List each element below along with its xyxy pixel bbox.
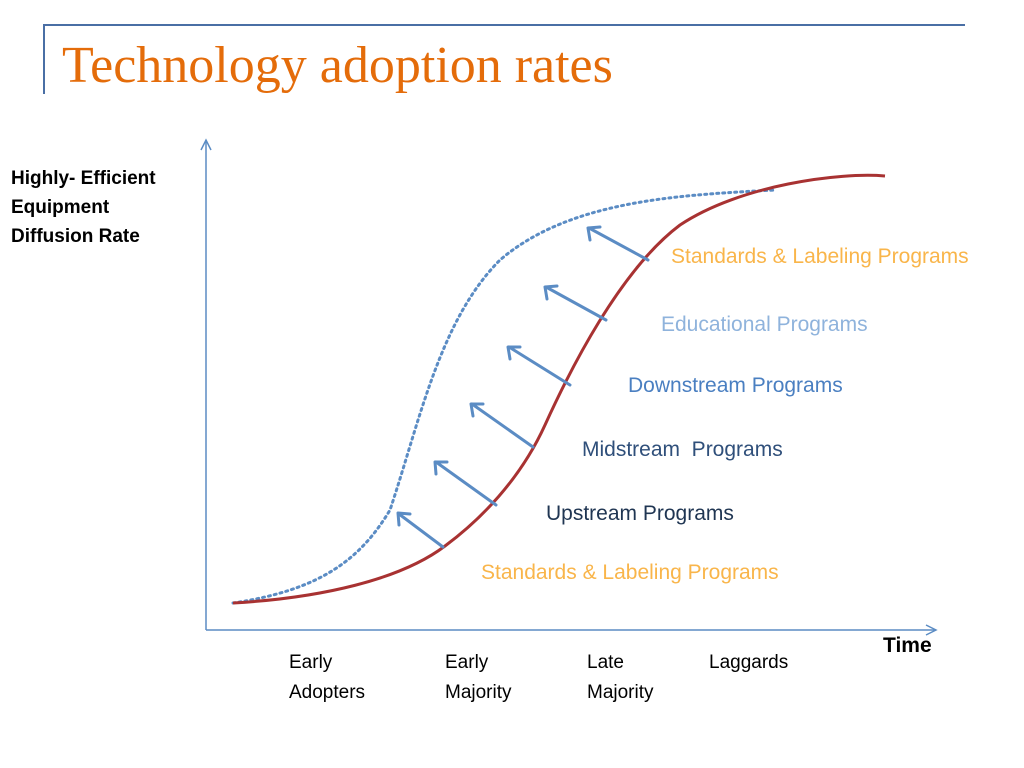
program-arrowhead bbox=[433, 460, 449, 476]
slide-title: Technology adoption rates bbox=[62, 37, 613, 94]
program-label-educational: Educational Programs bbox=[661, 313, 868, 336]
x-axis-label: Time bbox=[883, 634, 932, 657]
program-arrowhead bbox=[586, 225, 602, 242]
program-arrow bbox=[470, 402, 535, 449]
y-axis-label-line: Diffusion Rate bbox=[11, 226, 140, 247]
category-label: Laggards bbox=[709, 652, 788, 673]
x-axis-arrowhead bbox=[925, 624, 938, 636]
program-arrow bbox=[507, 345, 572, 387]
category-label: Early bbox=[445, 652, 489, 673]
program-arrowhead bbox=[469, 402, 485, 418]
program-label-upstream: Upstream Programs bbox=[546, 502, 734, 525]
accelerated-adoption-curve bbox=[231, 188, 777, 605]
y-axis-label-line: Highly- Efficient bbox=[11, 168, 156, 189]
program-label-downstream: Downstream Programs bbox=[628, 374, 843, 397]
title-frame-bar bbox=[43, 24, 45, 94]
baseline-adoption-curve bbox=[232, 173, 886, 605]
program-arrows bbox=[396, 225, 650, 549]
program-label-standards-labeling-bottom: Standards & Labeling Programs bbox=[481, 561, 779, 584]
category-label: Majority bbox=[587, 682, 654, 703]
program-arrow bbox=[397, 512, 445, 549]
program-arrowhead bbox=[396, 511, 412, 527]
program-arrow bbox=[587, 226, 650, 262]
category-label: Majority bbox=[445, 682, 512, 703]
program-label-midstream: Midstream Programs bbox=[582, 438, 783, 461]
category-label: Adopters bbox=[289, 682, 365, 703]
program-arrowhead bbox=[506, 345, 522, 361]
title-frame-line bbox=[43, 24, 965, 26]
program-arrowhead bbox=[543, 284, 559, 301]
y-axis-label-line: Equipment bbox=[11, 197, 110, 218]
program-label-standards-labeling-top: Standards & Labeling Programs bbox=[671, 245, 969, 268]
category-label: Early bbox=[289, 652, 333, 673]
program-arrow bbox=[544, 285, 608, 322]
category-label: Late bbox=[587, 652, 624, 673]
y-axis-arrowhead bbox=[200, 138, 212, 151]
y-axis-label: Highly- Efficient Equipment Diffusion Ra… bbox=[11, 164, 201, 251]
program-arrow bbox=[434, 460, 498, 507]
